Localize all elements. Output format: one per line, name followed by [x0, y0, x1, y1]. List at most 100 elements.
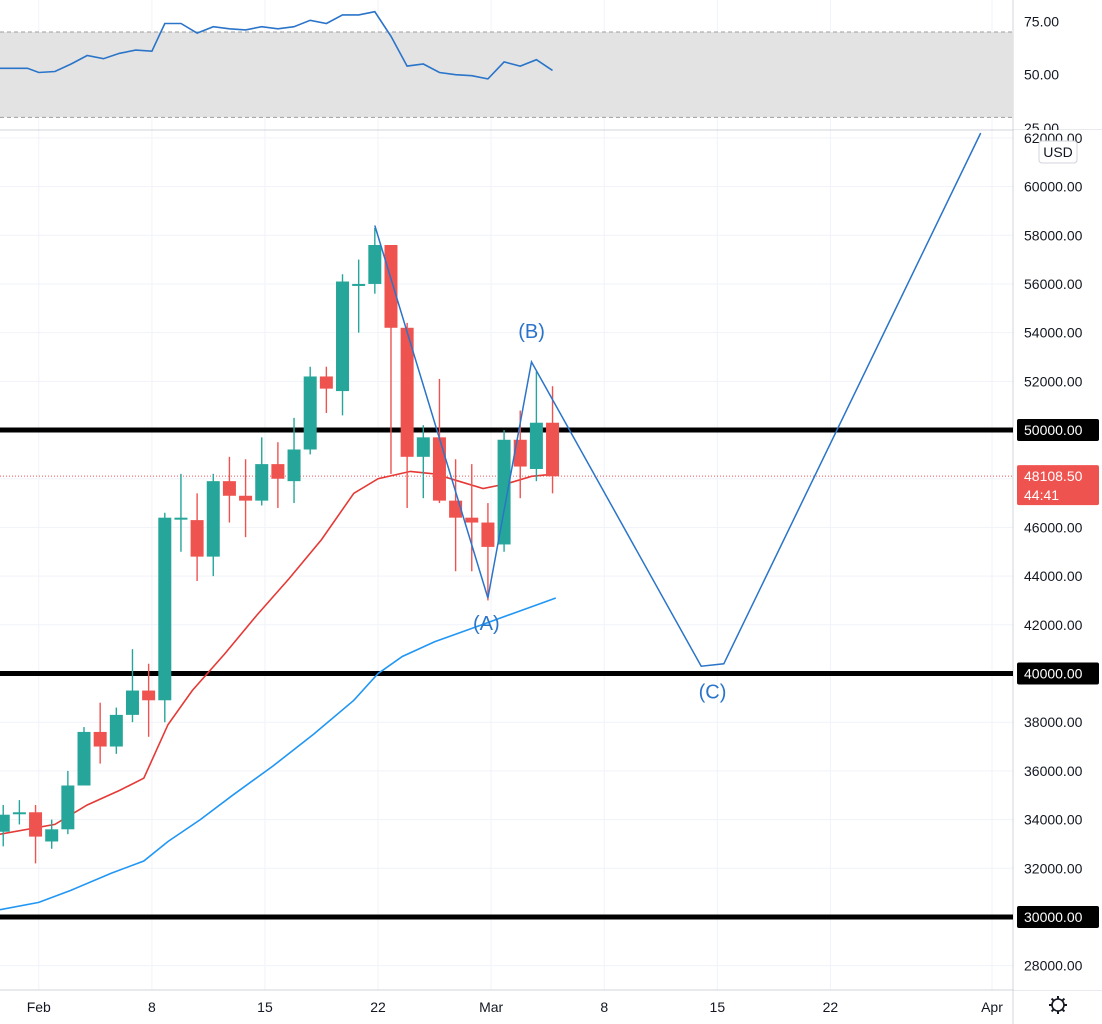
candle-body: [384, 244, 398, 328]
candle-body: [513, 439, 527, 467]
candle-up[interactable]: [352, 259, 366, 333]
price-tick-label: 56000.00: [1024, 276, 1083, 292]
candle-up[interactable]: [497, 430, 511, 552]
price-tick-label: 42000.00: [1024, 617, 1083, 633]
candle-body: [158, 517, 172, 701]
candle-body: [206, 481, 220, 557]
candle-body: [255, 464, 269, 501]
wave-label: (A): [473, 613, 500, 635]
rsi-band: [0, 32, 1013, 118]
candle-down[interactable]: [222, 456, 236, 523]
candle-body: [416, 437, 430, 457]
candle-up[interactable]: [125, 649, 139, 723]
candle-up[interactable]: [206, 473, 220, 577]
candle-down[interactable]: [93, 702, 107, 764]
candle-body: [271, 464, 285, 479]
candle-up[interactable]: [0, 804, 10, 847]
price-tick-label: 54000.00: [1024, 325, 1083, 341]
date-tick-label: 8: [148, 999, 156, 1015]
rsi-tick-label: 75.00: [1024, 13, 1059, 29]
settings-gear-icon[interactable]: [1049, 996, 1067, 1014]
candle-up[interactable]: [77, 727, 91, 786]
candle-body: [125, 690, 139, 715]
price-tick-label: 32000.00: [1024, 860, 1083, 876]
candle-body: [319, 376, 333, 389]
candle-body: [352, 283, 366, 286]
price-tick-label: 58000.00: [1024, 227, 1083, 243]
candle-body: [287, 449, 301, 482]
level-lines[interactable]: [0, 427, 1013, 920]
candle-up[interactable]: [529, 371, 543, 482]
price-axis[interactable]: 28000.00 32000.00 34000.00 36000.00 38000.00…: [1014, 130, 1102, 990]
currency-label: USD: [1043, 144, 1073, 160]
candle-body: [12, 812, 26, 815]
date-tick-label: Mar: [479, 999, 503, 1015]
last-price-label: 48108.50: [1024, 468, 1083, 484]
candle-body: [529, 422, 543, 469]
candle-body: [45, 829, 59, 842]
candle-down[interactable]: [271, 442, 285, 508]
candle-up[interactable]: [303, 366, 317, 455]
candle-body: [109, 714, 123, 747]
candle-down[interactable]: [319, 366, 333, 413]
candle-down[interactable]: [239, 459, 253, 538]
candle-body: [93, 731, 107, 747]
candle-down[interactable]: [546, 386, 560, 494]
price-tick-label: 60000.00: [1024, 179, 1083, 195]
candle-body: [222, 481, 236, 496]
candle-body: [432, 437, 446, 501]
date-axis[interactable]: Feb 8 15 22 Mar 8 15 22 Apr: [27, 999, 1004, 1015]
candle-down[interactable]: [465, 464, 479, 572]
date-tick-label: 8: [600, 999, 608, 1015]
rsi-tick-label: 50.00: [1024, 67, 1059, 83]
candle-up[interactable]: [61, 770, 75, 835]
candle-up[interactable]: [287, 417, 301, 504]
candle-up[interactable]: [416, 425, 430, 499]
price-tick-label: 46000.00: [1024, 519, 1083, 535]
level-price-label: 30000.00: [1024, 909, 1083, 925]
date-tick-label: 15: [257, 999, 273, 1015]
wave-label: (B): [518, 321, 545, 343]
candle-body: [303, 376, 317, 450]
price-tick-label: 52000.00: [1024, 373, 1083, 389]
date-tick-label: 22: [823, 999, 839, 1015]
candle-countdown-label: 44:41: [1024, 487, 1059, 503]
date-tick-label: Apr: [981, 999, 1003, 1015]
wave-label: (C): [699, 681, 727, 703]
date-tick-label: 15: [710, 999, 726, 1015]
candle-up[interactable]: [368, 227, 382, 294]
candle-up[interactable]: [45, 819, 59, 849]
candle-down[interactable]: [400, 322, 414, 508]
candle-up[interactable]: [12, 800, 26, 825]
candle-down[interactable]: [190, 493, 204, 581]
price-axis-bg: [1014, 130, 1102, 990]
candle-body: [190, 520, 204, 557]
price-tick-label: 38000.00: [1024, 714, 1083, 730]
candle-down[interactable]: [142, 663, 156, 737]
level-price-label: 40000.00: [1024, 665, 1083, 681]
level-price-tag[interactable]: [1017, 662, 1099, 685]
candle-body: [546, 422, 560, 477]
projection-path[interactable]: [374, 132, 982, 667]
candle-up[interactable]: [255, 437, 269, 506]
candle-up[interactable]: [336, 274, 350, 416]
candle-body: [29, 812, 43, 837]
candle-body: [142, 690, 156, 701]
currency-badge[interactable]: [1038, 140, 1078, 164]
wave-projection[interactable]: (A) (B) (C): [374, 132, 982, 703]
candle-up[interactable]: [174, 473, 188, 552]
level-price-tag[interactable]: [1017, 905, 1099, 928]
candle-down[interactable]: [29, 804, 43, 864]
candle-body: [465, 517, 479, 523]
candle-body: [77, 731, 91, 786]
candle-up[interactable]: [158, 512, 172, 723]
candle-down[interactable]: [481, 503, 495, 601]
last-price-tag[interactable]: [1017, 465, 1099, 506]
candle-up[interactable]: [109, 707, 123, 754]
ma-short-line: [0, 470, 556, 835]
level-price-tag[interactable]: [1017, 419, 1099, 442]
candle-body: [368, 244, 382, 284]
